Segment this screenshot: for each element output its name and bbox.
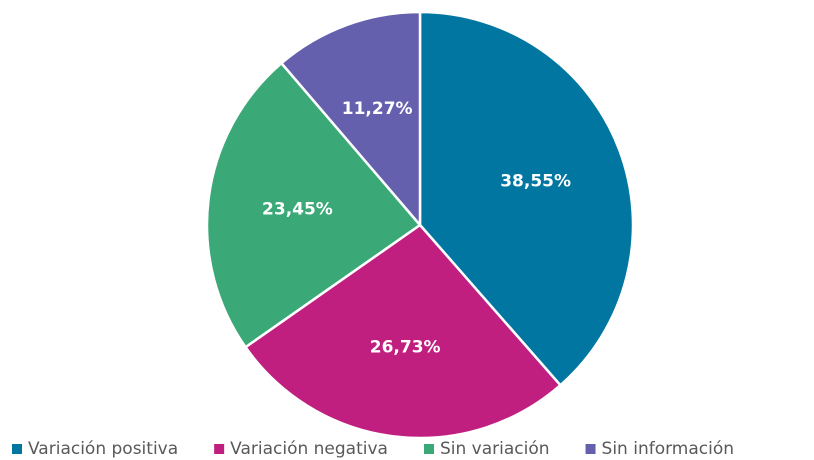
legend-swatch	[423, 444, 434, 454]
legend-swatch	[585, 444, 596, 454]
legend-swatch	[214, 444, 225, 454]
legend-label: Sin variación	[440, 439, 550, 459]
pie-slice	[205, 61, 422, 349]
pie-slice	[279, 10, 422, 229]
data-label: 26,73%	[370, 338, 441, 358]
pie-slice	[243, 223, 563, 440]
legend-swatch	[12, 444, 22, 454]
data-label: 11,27%	[342, 99, 413, 119]
legend-label: Variación positiva	[28, 439, 178, 459]
data-label: 38,55%	[500, 172, 571, 192]
data-label: 23,45%	[262, 199, 333, 219]
legend-label: Variación negativa	[230, 439, 388, 459]
pie-slice	[418, 10, 635, 387]
legend-label: Sin información	[602, 439, 735, 459]
